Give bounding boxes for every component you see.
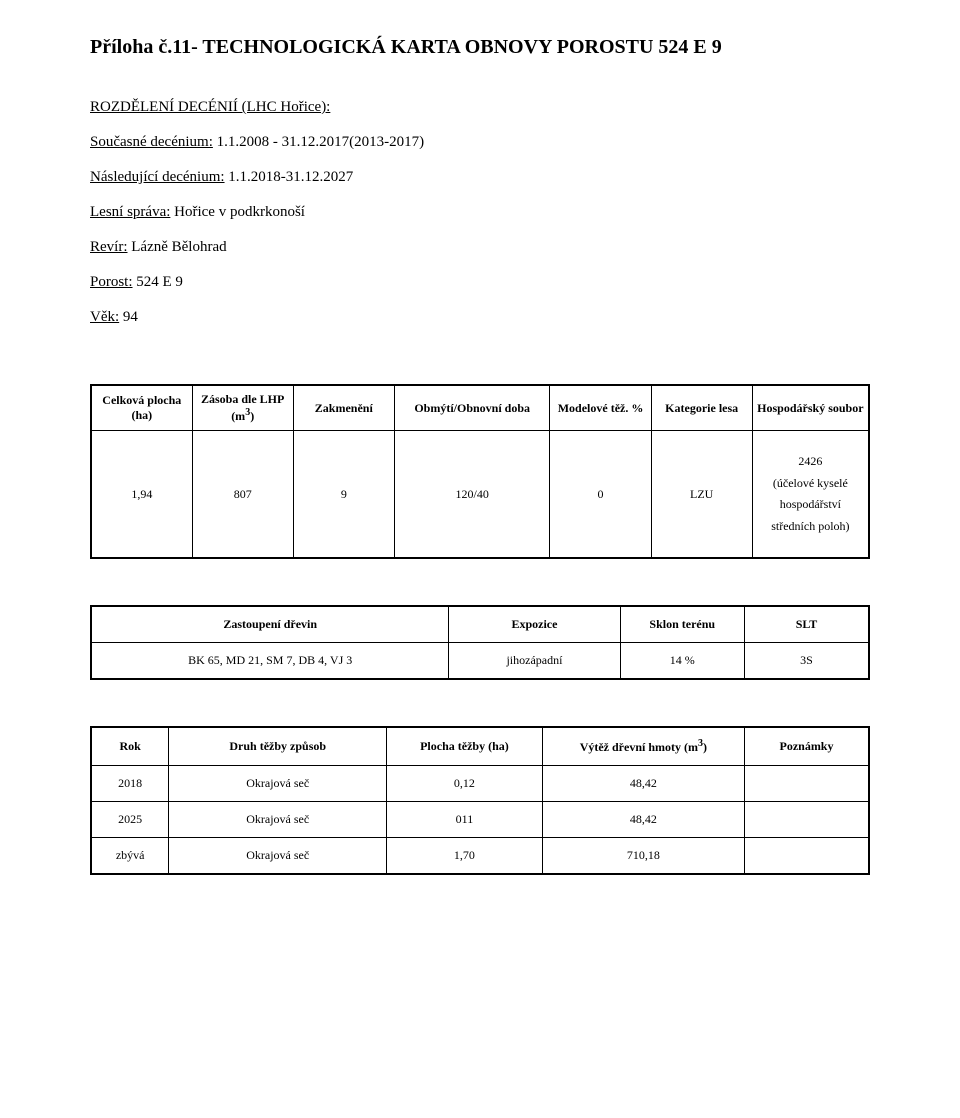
nasledujici-decenium-line: Následující decénium: 1.1.2018-31.12.202… xyxy=(90,169,870,186)
col-zasoba: Zásoba dle LHP (m3) xyxy=(192,385,293,431)
col-expozice: Expozice xyxy=(449,606,620,643)
cell-rok: 2018 xyxy=(91,766,169,802)
lesni-sprava-label: Lesní správa: xyxy=(90,204,170,220)
col-model-tez: Modelové těž. % xyxy=(550,385,651,431)
page: Příloha č.11- TECHNOLOGICKÁ KARTA OBNOVY… xyxy=(0,0,960,1118)
cell-vytez: 710,18 xyxy=(542,838,744,875)
cell-zakm: 9 xyxy=(293,431,394,559)
document-title: Příloha č.11- TECHNOLOGICKÁ KARTA OBNOVY… xyxy=(90,36,870,59)
porost-label: Porost: xyxy=(90,274,133,290)
cell-kat: LZU xyxy=(651,431,752,559)
table-row: BK 65, MD 21, SM 7, DB 4, VJ 3 jihozápad… xyxy=(91,643,869,680)
revir-line: Revír: Lázně Bělohrad xyxy=(90,239,870,256)
nasledujici-value: 1.1.2018-31.12.2027 xyxy=(225,169,354,185)
table-row: 1,94 807 9 120/40 0 LZU 2426 (účelové ky… xyxy=(91,431,869,559)
col-zakmeneni: Zakmenění xyxy=(293,385,394,431)
table-header-row: Rok Druh těžby způsob Plocha těžby (ha) … xyxy=(91,727,869,766)
col-hosp-soubor: Hospodářský soubor xyxy=(752,385,869,431)
cell-zasoba: 807 xyxy=(192,431,293,559)
porost-line: Porost: 524 E 9 xyxy=(90,274,870,291)
cell-slt: 3S xyxy=(745,643,870,680)
revir-value: Lázně Bělohrad xyxy=(128,239,227,255)
cell-plocha-t: 1,70 xyxy=(387,838,543,875)
col-plocha-l2: (ha) xyxy=(96,408,188,423)
cell-vytez: 48,42 xyxy=(542,766,744,802)
lesni-sprava-line: Lesní správa: Hořice v podkrkonoší xyxy=(90,204,870,221)
cell-rok: 2025 xyxy=(91,802,169,838)
vek-line: Věk: 94 xyxy=(90,309,870,326)
soucasne-label: Současné decénium: xyxy=(90,134,213,150)
vek-value: 94 xyxy=(119,309,138,325)
col-poznamky: Poznámky xyxy=(744,727,869,766)
cell-rok: zbývá xyxy=(91,838,169,875)
cell-pozn xyxy=(744,766,869,802)
revir-label: Revír: xyxy=(90,239,128,255)
cell-vytez: 48,42 xyxy=(542,802,744,838)
cell-druh: Okrajová seč xyxy=(169,838,387,875)
cell-plocha: 1,94 xyxy=(91,431,192,559)
cell-hosp-soubor: 2426 (účelové kyselé hospodářství středn… xyxy=(752,431,869,559)
table-row: zbývá Okrajová seč 1,70 710,18 xyxy=(91,838,869,875)
soucasne-decenium-line: Současné decénium: 1.1.2008 - 31.12.2017… xyxy=(90,134,870,151)
cell-sklon: 14 % xyxy=(620,643,744,680)
vek-label: Věk: xyxy=(90,309,119,325)
soucasne-value: 1.1.2008 - 31.12.2017(2013-2017) xyxy=(213,134,424,150)
table-row: 2025 Okrajová seč 011 48,42 xyxy=(91,802,869,838)
section-rozdeleni-label: ROZDĚLENÍ DECÉNIÍ (LHC Hořice): xyxy=(90,99,870,116)
lesni-sprava-value: Hořice v podkrkonoší xyxy=(170,204,305,220)
cell-model: 0 xyxy=(550,431,651,559)
hs-desc-2: hospodářství xyxy=(759,494,862,516)
stand-summary-table: Celková plocha (ha) Zásoba dle LHP (m3) … xyxy=(90,384,870,559)
nasledujici-label: Následující decénium: xyxy=(90,169,225,185)
col-vytez: Výtěž dřevní hmoty (m3) xyxy=(542,727,744,766)
col-dreviny: Zastoupení dřevin xyxy=(91,606,449,643)
col-plocha-l1: Celková plocha xyxy=(96,393,188,408)
col-zasoba-l2: (m3) xyxy=(197,407,289,424)
cell-plocha-t: 0,12 xyxy=(387,766,543,802)
table-header-row: Zastoupení dřevin Expozice Sklon terénu … xyxy=(91,606,869,643)
hs-code: 2426 xyxy=(759,451,862,473)
hs-desc-1: (účelové kyselé xyxy=(759,473,862,495)
cell-pozn xyxy=(744,838,869,875)
col-druh-tezby: Druh těžby způsob xyxy=(169,727,387,766)
col-plocha-tezby: Plocha těžby (ha) xyxy=(387,727,543,766)
col-slt: SLT xyxy=(745,606,870,643)
col-sklon: Sklon terénu xyxy=(620,606,744,643)
col-zasoba-l1: Zásoba dle LHP xyxy=(197,392,289,407)
cell-expozice: jihozápadní xyxy=(449,643,620,680)
table-header-row: Celková plocha (ha) Zásoba dle LHP (m3) … xyxy=(91,385,869,431)
col-obmyti: Obmýtí/Obnovní doba xyxy=(394,385,550,431)
cell-dreviny: BK 65, MD 21, SM 7, DB 4, VJ 3 xyxy=(91,643,449,680)
cell-plocha-t: 011 xyxy=(387,802,543,838)
cell-druh: Okrajová seč xyxy=(169,766,387,802)
col-rok: Rok xyxy=(91,727,169,766)
porost-value: 524 E 9 xyxy=(133,274,183,290)
harvest-schedule-table: Rok Druh těžby způsob Plocha těžby (ha) … xyxy=(90,726,870,875)
terrain-table: Zastoupení dřevin Expozice Sklon terénu … xyxy=(90,605,870,680)
cell-obmyti: 120/40 xyxy=(394,431,550,559)
hs-desc-3: středních poloh) xyxy=(759,516,862,538)
cell-pozn xyxy=(744,802,869,838)
col-kategorie: Kategorie lesa xyxy=(651,385,752,431)
cell-druh: Okrajová seč xyxy=(169,802,387,838)
col-plocha: Celková plocha (ha) xyxy=(91,385,192,431)
table-row: 2018 Okrajová seč 0,12 48,42 xyxy=(91,766,869,802)
